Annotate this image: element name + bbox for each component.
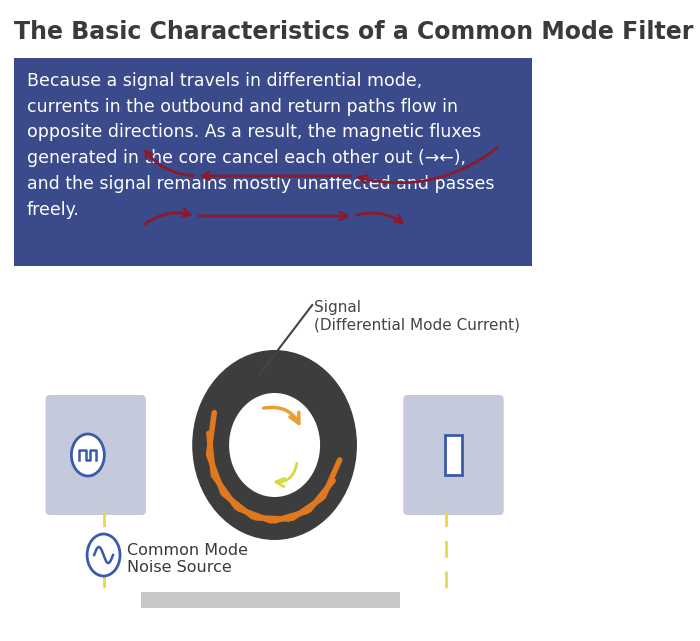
Text: Because a signal travels in differential mode,
currents in the outbound and retu: Because a signal travels in differential… <box>27 72 494 219</box>
Text: Common Mode
Noise Source: Common Mode Noise Source <box>127 543 248 576</box>
Ellipse shape <box>229 393 320 497</box>
FancyBboxPatch shape <box>46 395 146 515</box>
FancyBboxPatch shape <box>403 395 504 515</box>
Circle shape <box>71 434 104 476</box>
Text: Signal
(Differential Mode Current): Signal (Differential Mode Current) <box>314 300 520 333</box>
Bar <box>444 435 462 475</box>
FancyBboxPatch shape <box>14 58 532 266</box>
Ellipse shape <box>193 350 357 540</box>
Text: The Basic Characteristics of a Common Mode Filter: The Basic Characteristics of a Common Mo… <box>14 20 694 44</box>
Bar <box>141 592 400 608</box>
Circle shape <box>87 534 120 576</box>
